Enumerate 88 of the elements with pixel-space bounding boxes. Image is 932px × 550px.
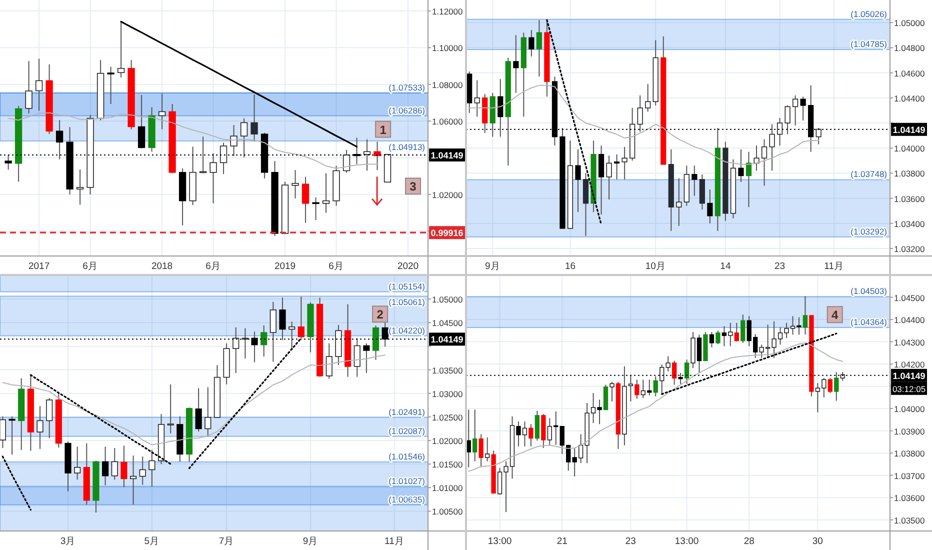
x-tick-label: 9月: [302, 536, 318, 547]
y-tick-label: 1.06000: [432, 116, 463, 127]
x-tick-label: 3月: [60, 536, 76, 547]
y-tick-label: 1.01000: [432, 483, 463, 494]
y-tick-label: 1.12000: [432, 6, 463, 17]
x-tick-label: 7月: [218, 536, 234, 547]
y-tick-label: 1.05000: [432, 294, 463, 305]
y-tick-label: 1.01500: [432, 460, 463, 470]
annotation: (1.05026): [850, 8, 888, 19]
x-tick-label: 10月: [645, 261, 666, 272]
y-tick-label: 1.04500: [894, 292, 925, 303]
y-tick-label: 1.04400: [894, 315, 925, 326]
x-tick-label: 23: [625, 536, 636, 547]
x-tick-label: 14: [720, 261, 731, 272]
y-tick-label: 1.03600: [894, 194, 925, 204]
annotation: (1.00635): [388, 494, 426, 504]
x-tick-label: 28: [744, 536, 754, 547]
y-tick-label: 1.04000: [894, 144, 925, 154]
y-tick-label: 1.03600: [894, 493, 925, 504]
y-tick-label: 1.03200: [894, 244, 925, 254]
annotation: (1.04220): [388, 325, 426, 336]
y-tick-label: 1.03900: [894, 426, 925, 436]
x-tick-label: 2017: [28, 261, 50, 272]
y-tick-label: 1.03700: [894, 470, 925, 481]
x-tick-label: 2020: [397, 261, 419, 272]
x-tick-label: 30: [812, 536, 823, 547]
x-tick-label: 23: [774, 261, 786, 272]
y-tick-label: 1.04800: [894, 43, 925, 54]
line-series: [2, 456, 32, 511]
ref-line-label: 1.04149: [430, 334, 464, 345]
line-series: [120, 20, 358, 148]
line-series: [468, 342, 844, 472]
text: 03:12:05: [892, 384, 926, 394]
x-tick-label: 13:00: [488, 536, 512, 547]
x-tick-label: 6月: [328, 261, 344, 272]
annotation: (1.03748): [850, 169, 888, 180]
x-tick-label: 5月: [144, 536, 160, 547]
annotation: 4: [832, 308, 839, 322]
x-tick-label: 2018: [151, 261, 173, 272]
y-tick-label: 1.10000: [432, 43, 463, 54]
x-tick-label: 13:00: [674, 536, 699, 547]
y-tick-label: 1.04400: [894, 93, 925, 104]
y-tick-label: 1.02000: [432, 436, 463, 446]
y-tick-label: 1.03800: [894, 448, 925, 459]
annotation: (1.04364): [850, 317, 888, 328]
ref-line-label: 1.04149: [892, 370, 926, 381]
annotation: (1.01027): [388, 476, 426, 486]
x-tick-label: 16: [564, 261, 576, 272]
annotation: (1.01546): [388, 451, 426, 462]
ref-line-label: 1.04149: [892, 124, 926, 135]
y-tick-label: 1.05000: [894, 18, 925, 28]
x-tick-label: 11月: [824, 261, 844, 272]
ref-line-label: 0.99916: [430, 228, 464, 238]
x-tick-label: 2019: [274, 261, 296, 272]
annotation: (1.04503): [850, 286, 888, 296]
y-tick-label: 1.02000: [432, 190, 463, 200]
y-tick-label: 1.04200: [894, 360, 925, 370]
y-tick-label: 1.04600: [894, 68, 925, 78]
annotation: (1.06286): [388, 105, 426, 116]
annotation: 3: [410, 180, 417, 194]
annotation: (1.05154): [388, 281, 426, 292]
annotation: (1.04913): [388, 142, 426, 152]
y-tick-label: 1.03500: [894, 515, 925, 526]
y-tick-label: 1.03500: [432, 365, 463, 376]
y-tick-label: 1.04500: [432, 318, 463, 328]
y-tick-label: 1.02500: [432, 412, 463, 422]
x-tick-label: 11月: [384, 536, 404, 547]
ref-line-label: 1.04149: [430, 150, 464, 160]
y-tick-label: 1.04000: [894, 404, 925, 414]
y-tick-label: 1.00500: [432, 506, 463, 517]
x-tick-label: 9月: [484, 261, 500, 272]
line-series: [30, 374, 172, 465]
annotation: (1.05061): [388, 297, 426, 308]
annotation: (1.07533): [388, 82, 426, 92]
y-tick-label: 1.04300: [894, 337, 925, 348]
x-tick-label: 6月: [206, 261, 221, 272]
annotation: 1: [380, 122, 387, 137]
annotation: (1.03292): [850, 226, 888, 236]
y-tick-label: 1.08000: [432, 80, 463, 90]
y-tick-label: 1.03000: [432, 388, 463, 399]
x-tick-label: 21: [556, 536, 568, 547]
y-tick-label: 1.03400: [894, 218, 925, 229]
annotation: (1.02491): [388, 406, 426, 417]
annotation: (1.02087): [388, 426, 426, 436]
y-tick-label: 1.03800: [894, 168, 925, 179]
annotation: (1.04785): [850, 39, 888, 50]
x-tick-label: 6月: [82, 261, 98, 272]
annotation: 2: [376, 308, 384, 322]
